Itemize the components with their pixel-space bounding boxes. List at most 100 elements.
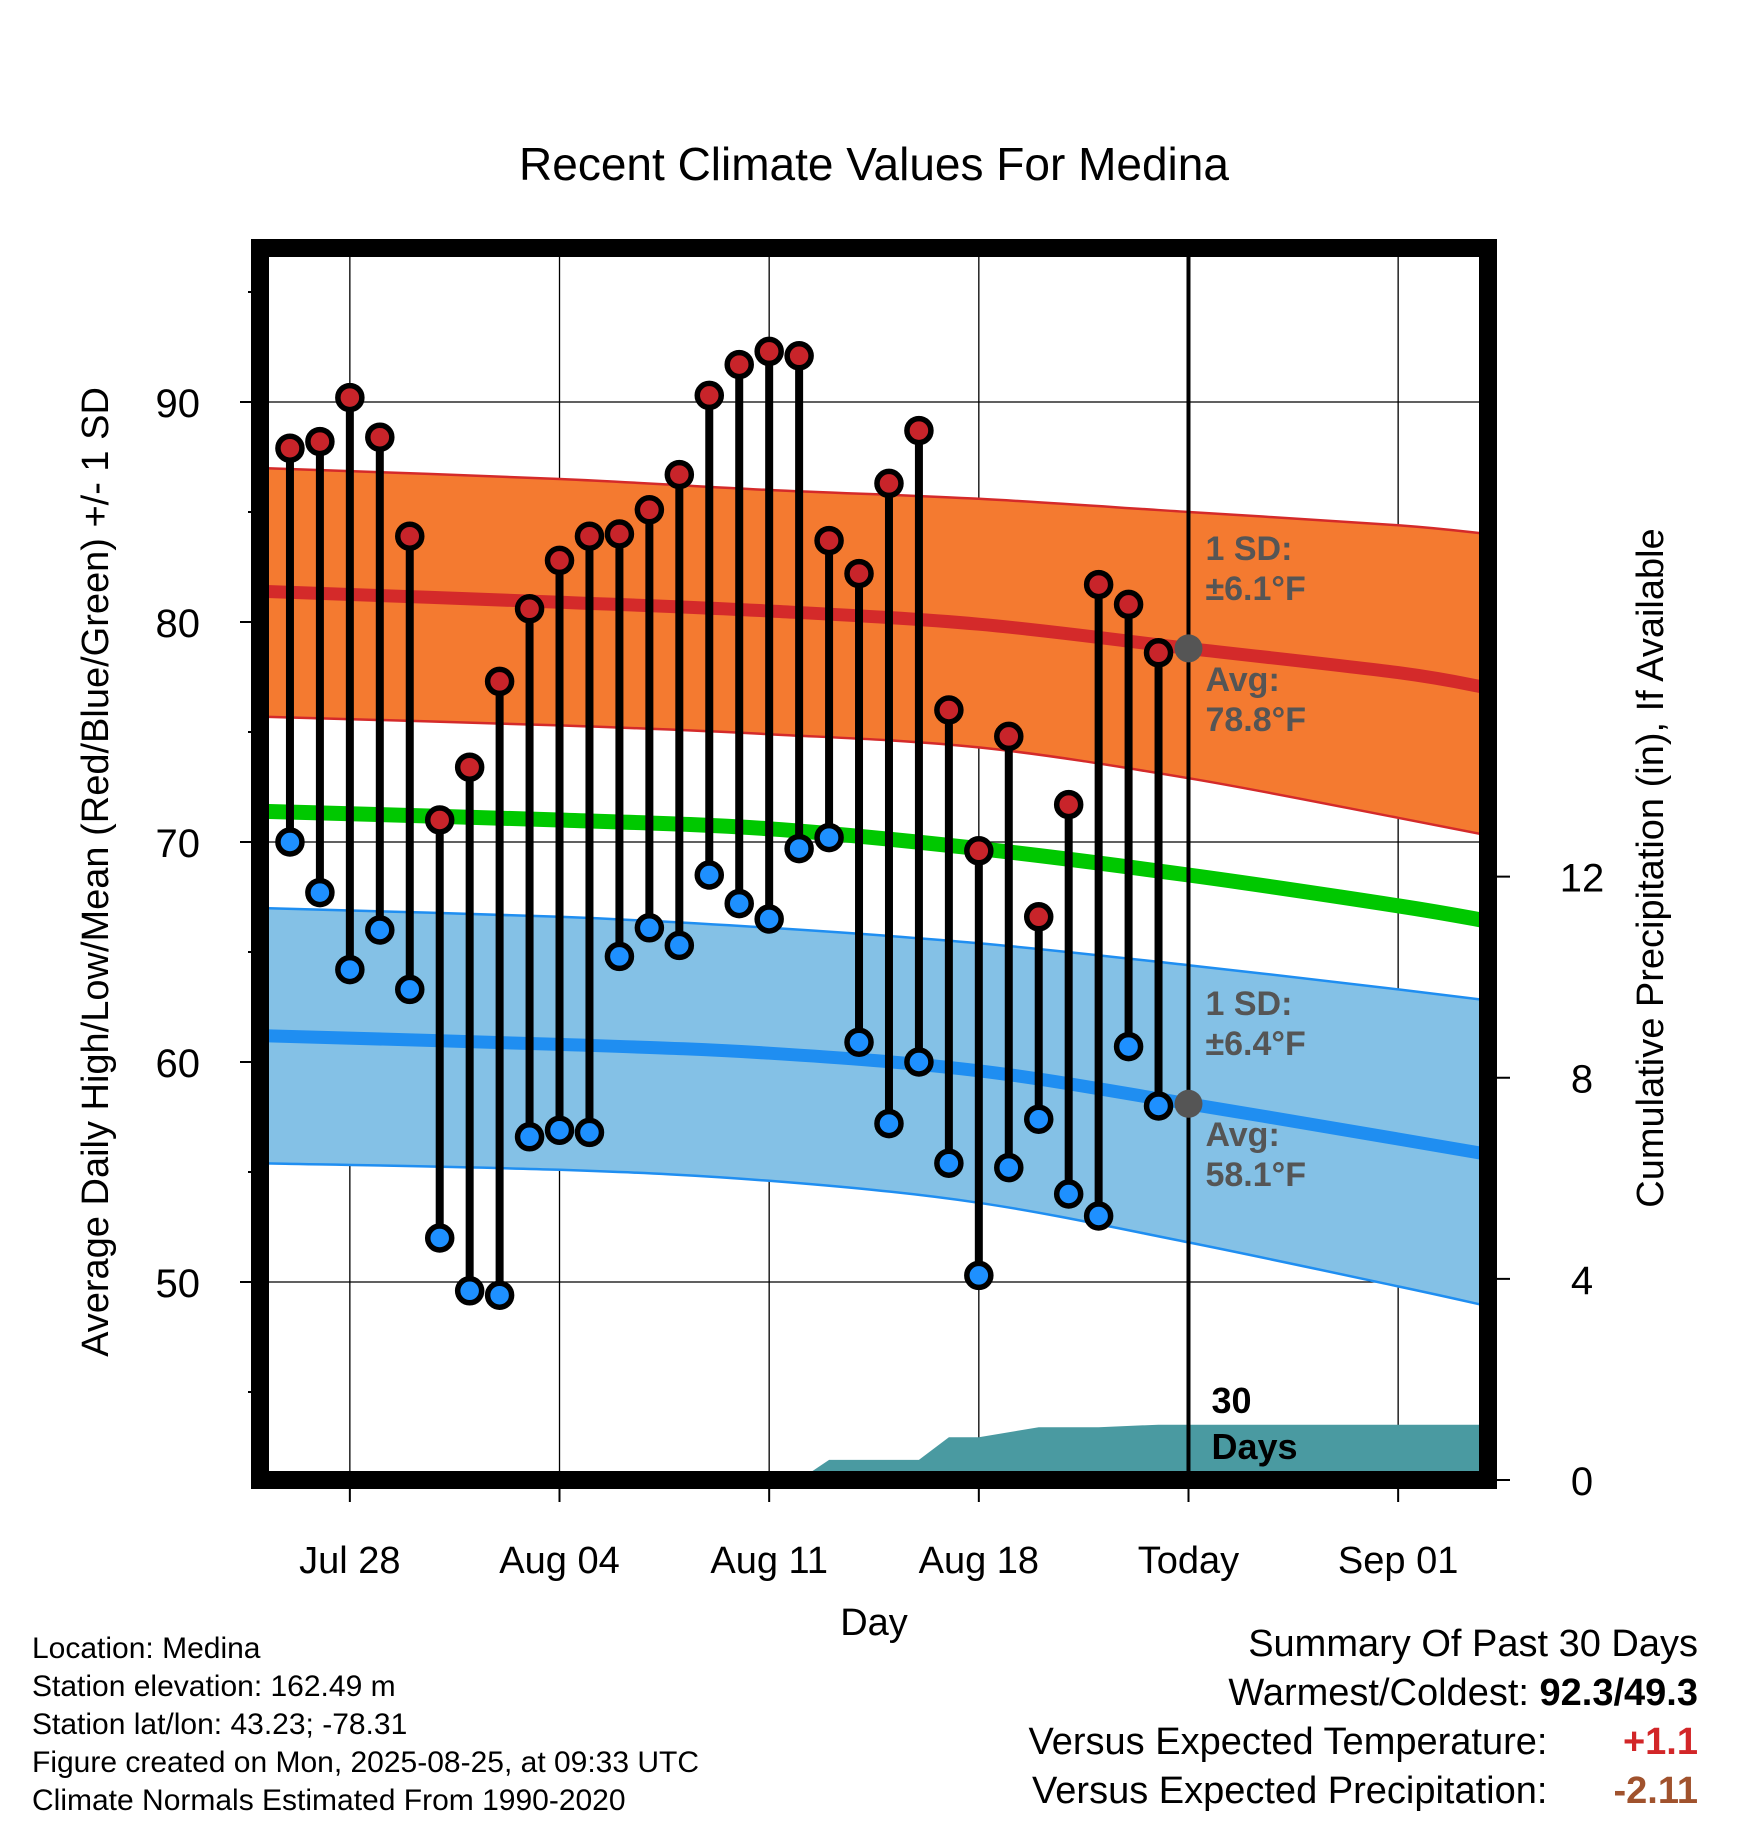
daily-low-point <box>484 1280 515 1310</box>
daily-low-point <box>934 1148 964 1178</box>
daily-high-point <box>604 519 635 549</box>
daily-low-point <box>335 954 365 985</box>
daily-high-point <box>275 433 305 463</box>
daily-low-point <box>574 1117 605 1148</box>
grid-lines <box>260 248 1488 1480</box>
precip-value: -2.11 <box>1613 1770 1698 1812</box>
x-tick-label: Aug 18 <box>919 1540 1039 1582</box>
daily-low-point <box>814 822 844 853</box>
y-axis-label: Average Daily High/Low/Mean (Red/Blue/Gr… <box>75 387 117 1357</box>
x-axis: Jul 28 Aug 04 Aug 11 Aug 18 Today Sep 01 <box>259 1480 1489 1582</box>
daily-low-point <box>275 827 305 857</box>
high-sd-annotation: 1 SD: ±6.1°F <box>1205 530 1305 608</box>
daily-high-point <box>694 380 725 411</box>
created-text: Figure created on Mon, 2025-08-25, at 09… <box>32 1746 700 1779</box>
daily-high-point <box>934 695 964 725</box>
daily-low-point <box>844 1027 874 1057</box>
latlon-text: Station lat/lon: 43.23; -78.31 <box>32 1708 408 1741</box>
daily-low-point <box>874 1108 904 1139</box>
daily-low-point <box>994 1152 1024 1183</box>
daily-low-point <box>1023 1104 1054 1134</box>
y-axis-left: 50 60 70 80 90 <box>156 291 260 1393</box>
daily-high-point <box>634 495 665 525</box>
today-normal-low-marker <box>1174 1089 1203 1118</box>
daily-high-point <box>424 805 455 835</box>
y-tick-label: 50 <box>156 1262 201 1306</box>
temp-value: +1.1 <box>1622 1721 1698 1763</box>
y2-axis-label: Cumulative Precipitation (in), If Availa… <box>1630 528 1672 1207</box>
y-axis-right: 0 4 8 12 <box>1488 857 1604 1504</box>
daily-high-point <box>544 545 575 576</box>
daily-high-point <box>874 468 904 499</box>
daily-low-point <box>724 888 754 919</box>
temp-label: Versus Expected Temperature: <box>1028 1721 1548 1763</box>
daily-low-point <box>964 1260 994 1291</box>
daily-high-point <box>574 521 605 551</box>
daily-low-point <box>424 1223 455 1253</box>
y-tick-label: 70 <box>156 822 201 866</box>
daily-high-point <box>395 521 425 551</box>
y2-tick-label: 12 <box>1560 857 1605 901</box>
daily-high-point <box>844 558 874 589</box>
daily-low-point <box>395 974 425 1005</box>
daily-low-point <box>604 941 635 972</box>
high-avg-annotation: Avg: 78.8°F <box>1205 661 1306 739</box>
low-sd-annotation: 1 SD: ±6.4°F <box>1205 985 1305 1063</box>
low-sd-band <box>260 908 1488 1307</box>
warm-cold-value: 92.3/49.3 <box>1539 1672 1698 1714</box>
daily-low-point <box>664 930 695 961</box>
warm-cold-row: Warmest/Coldest: 92.3/49.3 <box>1029 1669 1698 1718</box>
high-sd-band <box>260 468 1488 836</box>
daily-low-point <box>1053 1179 1084 1209</box>
low-sd-band-upper-edge <box>260 906 1488 1002</box>
precip-label: Versus Expected Precipitation: <box>1032 1770 1548 1812</box>
daily-low-point <box>1113 1031 1144 1062</box>
daily-high-point <box>814 525 844 556</box>
plot-frame <box>251 239 1497 1489</box>
high-sd-band-lower-edge <box>260 715 1488 837</box>
y-tick-label: 60 <box>156 1042 201 1086</box>
daily-low-point <box>365 915 395 945</box>
x-tick-label: Today <box>1138 1540 1239 1582</box>
daily-high-point <box>664 459 695 490</box>
high-sd-band-upper-edge <box>260 466 1488 536</box>
summary-panel: Summary Of Past 30 Days Warmest/Coldest:… <box>1029 1620 1698 1816</box>
low-sd-band-lower-edge <box>260 1161 1488 1308</box>
x-tick-label: Jul 28 <box>299 1540 400 1582</box>
y2-tick-label: 0 <box>1571 1460 1593 1504</box>
daily-range-bars <box>275 336 1174 1310</box>
station-info: Location: Medina Station elevation: 162.… <box>32 1630 699 1820</box>
daily-low-point <box>754 904 784 934</box>
daily-high-point <box>514 594 545 624</box>
daily-high-point <box>1053 789 1084 820</box>
daily-low-point <box>1143 1091 1174 1121</box>
daily-high-point <box>1083 569 1114 600</box>
x-tick-label: Aug 11 <box>710 1540 828 1582</box>
y2-tick-label: 8 <box>1571 1058 1593 1102</box>
daily-low-point <box>634 913 665 943</box>
x-axis-label: Day <box>840 1602 908 1644</box>
daily-low-point <box>454 1276 485 1306</box>
precipitation-area <box>799 1424 1488 1480</box>
x-tick-label: Sep 01 <box>1338 1540 1458 1582</box>
daily-high-point <box>784 341 814 371</box>
daily-high-point <box>904 415 934 446</box>
temp-row: Versus Expected Temperature: +1.1 <box>1029 1718 1698 1767</box>
today-normal-high-marker <box>1174 634 1203 663</box>
daily-high-point <box>1023 902 1054 932</box>
low-avg-annotation: Avg: 58.1°F <box>1205 1116 1306 1194</box>
daily-high-point <box>484 666 515 697</box>
daily-low-point <box>544 1115 575 1145</box>
daily-high-point <box>994 721 1024 752</box>
daily-low-point <box>904 1047 934 1077</box>
daily-low-point <box>514 1122 545 1152</box>
chart-title: Recent Climate Values For Medina <box>519 138 1229 190</box>
daily-high-point <box>335 382 365 413</box>
daily-high-point <box>964 836 994 866</box>
daily-high-point <box>454 752 485 782</box>
normal-mean-line <box>260 803 1488 929</box>
annotations: 1 SD: ±6.1°F Avg: 78.8°F 1 SD: ±6.4°F Avg: 58.1… <box>1174 248 1306 1480</box>
daily-high-point <box>365 422 395 452</box>
y2-tick-label: 4 <box>1571 1259 1593 1303</box>
